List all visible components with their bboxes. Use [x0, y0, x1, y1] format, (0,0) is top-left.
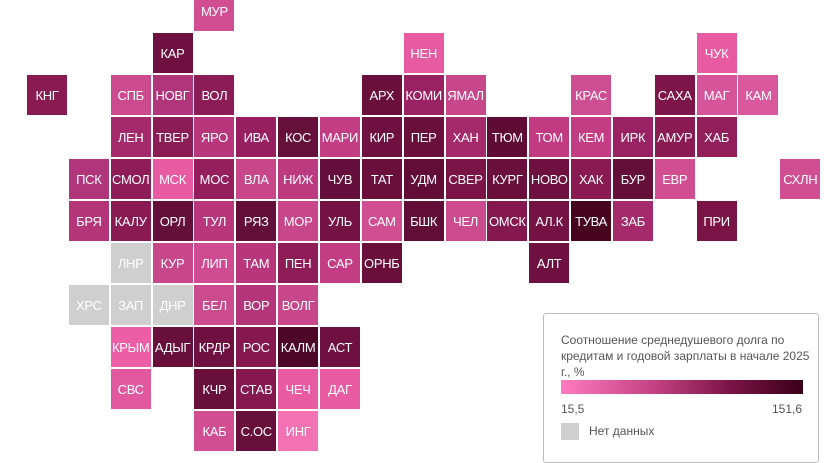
region-tile[interactable]: ТАМ	[236, 243, 277, 283]
region-tile[interactable]: УЛЬ	[319, 201, 360, 241]
region-tile[interactable]: СВЕР	[445, 159, 486, 199]
region-tile[interactable]: АЛТ	[529, 243, 570, 283]
region-tile[interactable]: КУРГ	[487, 159, 528, 199]
region-tile[interactable]: ТВЕР	[152, 117, 193, 157]
region-tile[interactable]: МОР	[278, 201, 319, 241]
region-tile[interactable]: КОС	[278, 117, 319, 157]
region-tile[interactable]: С.ОС	[236, 411, 277, 451]
region-tile[interactable]: ЛЕН	[110, 117, 151, 157]
no-data-label: Нет данных	[589, 424, 655, 438]
region-tile[interactable]: ОРЛ	[152, 201, 193, 241]
region-tile[interactable]: КЕМ	[571, 117, 612, 157]
region-tile[interactable]: СВС	[110, 369, 151, 409]
region-tile[interactable]: АМУР	[654, 117, 695, 157]
region-tile[interactable]: МОС	[194, 159, 235, 199]
region-tile[interactable]: ЗАБ	[612, 201, 653, 241]
region-tile[interactable]: КАМ	[738, 75, 779, 115]
region-tile[interactable]: АРХ	[361, 75, 402, 115]
region-tile[interactable]: ПЕР	[403, 117, 444, 157]
region-tile[interactable]: СТАВ	[236, 369, 277, 409]
region-tile[interactable]: МСК	[152, 159, 193, 199]
region-tile[interactable]: ТАТ	[361, 159, 402, 199]
region-tile[interactable]: УДМ	[403, 159, 444, 199]
region-tile[interactable]: ИВА	[236, 117, 277, 157]
region-tile[interactable]: БШК	[403, 201, 444, 241]
legend-title: Соотношение среднедушевого долга по кред…	[561, 333, 810, 379]
region-tile[interactable]: МАГ	[696, 75, 737, 115]
region-tile[interactable]: КАЛУ	[110, 201, 151, 241]
region-tile[interactable]: РОС	[236, 327, 277, 367]
region-tile[interactable]: ВОЛ	[194, 75, 235, 115]
region-tile[interactable]: КРЫМ	[110, 327, 151, 367]
region-tile[interactable]: ХАК	[571, 159, 612, 199]
region-tile[interactable]: СПБ	[110, 75, 151, 115]
legend-color-scale	[561, 380, 803, 394]
region-tile[interactable]: ИНГ	[278, 411, 319, 451]
region-tile[interactable]: ЗАП	[110, 285, 151, 325]
region-tile[interactable]: ОМСК	[487, 201, 528, 241]
region-tile[interactable]: МУР	[194, 0, 235, 31]
region-tile[interactable]: ТОМ	[529, 117, 570, 157]
region-tile[interactable]: ЛИП	[194, 243, 235, 283]
region-tile[interactable]: КЧР	[194, 369, 235, 409]
region-tile[interactable]: ВЛА	[236, 159, 277, 199]
region-tile[interactable]: АЛ.К	[529, 201, 570, 241]
region-tile[interactable]: ВОЛГ	[278, 285, 319, 325]
region-tile[interactable]: МАРИ	[319, 117, 360, 157]
region-tile[interactable]: НИЖ	[278, 159, 319, 199]
region-tile[interactable]: САХА	[654, 75, 695, 115]
region-tile[interactable]: КУР	[152, 243, 193, 283]
region-tile[interactable]: ЧЕЧ	[278, 369, 319, 409]
region-tile[interactable]: КАР	[152, 33, 193, 73]
region-tile[interactable]: СМОЛ	[110, 159, 151, 199]
region-tile[interactable]: ПЕН	[278, 243, 319, 283]
region-tile[interactable]: НОВО	[529, 159, 570, 199]
region-tile[interactable]: ЧЕЛ	[445, 201, 486, 241]
legend-min: 15,5	[561, 402, 585, 416]
region-tile[interactable]: КАЛМ	[278, 327, 319, 367]
region-tile[interactable]: САР	[319, 243, 360, 283]
region-tile[interactable]: КНГ	[27, 75, 67, 115]
region-tile[interactable]: ПРИ	[696, 201, 737, 241]
region-tile[interactable]: КИР	[361, 117, 402, 157]
region-tile[interactable]: ТЮМ	[487, 117, 528, 157]
region-tile[interactable]: БУР	[612, 159, 653, 199]
region-tile[interactable]: НОВГ	[152, 75, 193, 115]
region-tile[interactable]: СХЛН	[780, 159, 821, 199]
region-tile[interactable]: ЯМАЛ	[445, 75, 486, 115]
region-tile[interactable]: ДНР	[152, 285, 193, 325]
region-tile[interactable]: ЛНР	[110, 243, 151, 283]
region-tile[interactable]: РЯЗ	[236, 201, 277, 241]
region-tile[interactable]: ХАН	[445, 117, 486, 157]
region-tile[interactable]: КРДР	[194, 327, 235, 367]
legend: Соотношение среднедушевого долга по кред…	[543, 313, 819, 463]
region-tile[interactable]: БРЯ	[68, 201, 109, 241]
region-tile[interactable]: КРАС	[571, 75, 612, 115]
region-tile[interactable]: ТУЛ	[194, 201, 235, 241]
region-tile[interactable]: ПСК	[68, 159, 109, 199]
region-tile[interactable]: ДАГ	[319, 369, 360, 409]
tile-map: МУР КАР НЕН ЧУК КНГ СПБ НОВГ ВОЛ АРХ КОМИ ЯМАЛ КРАС…	[27, 0, 821, 451]
region-tile[interactable]: НЕН	[403, 33, 444, 73]
region-tile[interactable]: ХРС	[68, 285, 109, 325]
region-tile[interactable]: ХАБ	[696, 117, 737, 157]
region-tile[interactable]: ОРНБ	[361, 243, 402, 283]
region-tile[interactable]: КОМИ	[403, 75, 444, 115]
region-tile[interactable]: КАБ	[194, 411, 235, 451]
region-tile[interactable]: ВОР	[236, 285, 277, 325]
region-tile[interactable]: ЧУВ	[319, 159, 360, 199]
region-tile[interactable]: САМ	[361, 201, 402, 241]
region-tile[interactable]: ЧУК	[696, 33, 737, 73]
region-tile[interactable]: ЕВР	[654, 159, 695, 199]
no-data-swatch	[561, 423, 579, 440]
region-tile[interactable]: ЯРО	[194, 117, 235, 157]
region-tile[interactable]: БЕЛ	[194, 285, 235, 325]
region-tile[interactable]: ТУВА	[571, 201, 612, 241]
region-tile[interactable]: АДЫГ	[152, 327, 193, 367]
region-tile[interactable]: ИРК	[612, 117, 653, 157]
legend-max: 151,6	[771, 402, 802, 416]
region-tile[interactable]: АСТ	[319, 327, 360, 367]
